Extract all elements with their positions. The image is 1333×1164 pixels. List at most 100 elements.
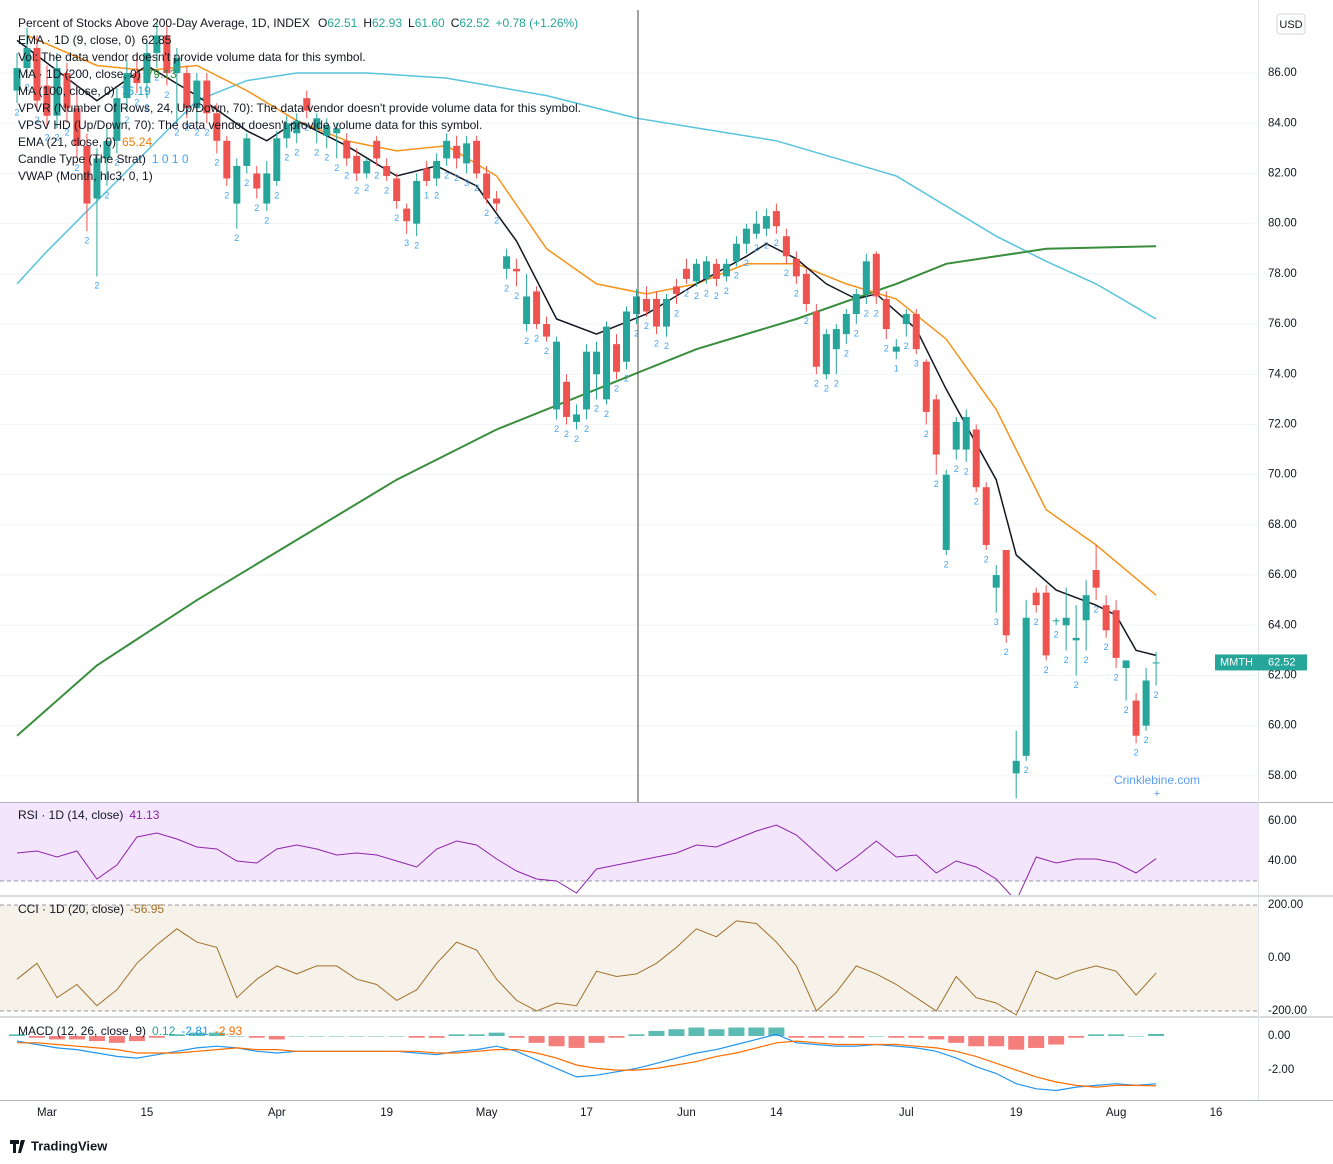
candle-body — [912, 314, 920, 350]
candle-body — [672, 286, 680, 294]
candle-body — [393, 178, 401, 202]
indicator-line — [16, 1033, 1157, 1092]
strat-label: 2 — [614, 384, 619, 394]
strat-label: 2 — [904, 341, 909, 351]
candle-body — [563, 381, 571, 417]
strat-label: 2 — [804, 316, 809, 326]
tradingview-logo[interactable]: TradingView — [10, 1138, 108, 1153]
candle-body — [313, 118, 321, 129]
histogram-bar — [488, 1032, 505, 1037]
strat-label: 2 — [484, 208, 489, 218]
strat-label: 2 — [814, 379, 819, 389]
candle-body — [133, 73, 141, 84]
strat-label: 2 — [74, 163, 79, 173]
legend-value: 62.85 — [141, 33, 171, 47]
legend-entry: VPVR (Number Of Rows, 24, Up/Down, 70): … — [18, 101, 581, 115]
histogram-bar — [28, 1036, 45, 1038]
histogram-bar — [248, 1036, 265, 1038]
strat-label: 2 — [1074, 680, 1079, 690]
indicator-line — [17, 1040, 1157, 1088]
quote-key: C — [451, 16, 460, 30]
candle-body — [463, 143, 471, 164]
candle-body — [1062, 617, 1070, 626]
candle-body — [1082, 595, 1090, 621]
histogram-bar — [848, 1036, 865, 1038]
candle-body — [1142, 680, 1150, 726]
candle-body — [363, 160, 371, 174]
rsi-pane — [0, 803, 1258, 895]
legend-entry: EMA (21, close, 0) 65.24 — [18, 135, 152, 149]
candle-body — [423, 168, 431, 181]
histogram-bar — [528, 1036, 545, 1043]
y-tick-label: 66.00 — [1268, 569, 1297, 581]
strat-label: 2 — [194, 128, 199, 138]
logo-dot[interactable] — [20, 1141, 24, 1145]
candle-body — [103, 140, 111, 159]
candle-body — [1122, 660, 1130, 668]
x-tick-label: 19 — [1010, 1107, 1023, 1119]
candle-body — [193, 80, 201, 109]
strat-label: 2 — [1054, 630, 1059, 640]
candle-body — [353, 155, 361, 174]
y-tick-label: 84.00 — [1268, 117, 1297, 129]
histogram-bar — [368, 1036, 385, 1037]
strat-label: 2 — [264, 215, 269, 225]
currency-box[interactable] — [1276, 13, 1306, 35]
strat-label: 2 — [224, 190, 229, 200]
histogram-bar — [48, 1036, 65, 1040]
candle-body — [1132, 700, 1140, 736]
strat-label: 2 — [634, 328, 639, 338]
candle-body — [503, 256, 511, 269]
candle-body — [942, 474, 950, 550]
candle-body — [373, 140, 381, 159]
strat-label: 2 — [724, 286, 729, 296]
histogram-bar — [548, 1036, 565, 1047]
strat-label: 2 — [414, 241, 419, 251]
strat-label: 2 — [234, 233, 239, 243]
candle-body — [583, 351, 591, 410]
candle-body — [1042, 592, 1050, 656]
histogram-bar — [648, 1030, 665, 1037]
strat-label: 3 — [914, 359, 919, 369]
candle-body — [303, 98, 311, 111]
candle-body — [1152, 662, 1160, 664]
brand[interactable]: TradingView — [31, 1138, 108, 1153]
strat-label: 2 — [104, 190, 109, 200]
strat-label: 2 — [884, 343, 889, 353]
candle-body — [862, 261, 870, 294]
strat-label: 2 — [694, 291, 699, 301]
strat-label: 1 — [894, 364, 899, 374]
candle-body — [692, 263, 700, 282]
strat-label: 3 — [994, 617, 999, 627]
strat-label: 2 — [314, 148, 319, 158]
candle-body — [253, 173, 261, 189]
y-tick-label: 70.00 — [1268, 469, 1297, 481]
candle-body — [283, 123, 291, 139]
strat-label: 2 — [874, 308, 879, 318]
band-fill — [0, 803, 1258, 881]
currency[interactable]: USD — [1279, 19, 1302, 31]
candle-body — [802, 273, 810, 304]
quote-key: O — [318, 16, 327, 30]
histogram-bar — [788, 1036, 805, 1038]
x-tick-label: 17 — [580, 1107, 593, 1119]
x-tick-label: 15 — [140, 1107, 153, 1119]
candle-body — [1112, 610, 1120, 658]
legend-value: 79.13 — [147, 67, 177, 81]
candle-body — [1102, 605, 1110, 631]
histogram-bar — [688, 1027, 705, 1037]
y-tick-label: 60.00 — [1268, 815, 1297, 827]
legend-entry: EMA · 1D (9, close, 0) 62.85 — [18, 33, 172, 47]
strat-label: 2 — [784, 268, 789, 278]
quote-value: 61.60 — [415, 16, 445, 30]
watermark-mark: + — [1154, 788, 1160, 800]
strat-label: 2 — [184, 123, 189, 133]
candle-body — [1022, 617, 1030, 756]
strat-label: 2 — [524, 336, 529, 346]
candle-body — [732, 243, 740, 262]
candle-body — [233, 165, 241, 204]
y-tick-label: -200.00 — [1268, 1005, 1307, 1017]
strat-label: 2 — [64, 128, 69, 138]
candle-body — [33, 47, 41, 101]
candle-body — [473, 140, 481, 174]
